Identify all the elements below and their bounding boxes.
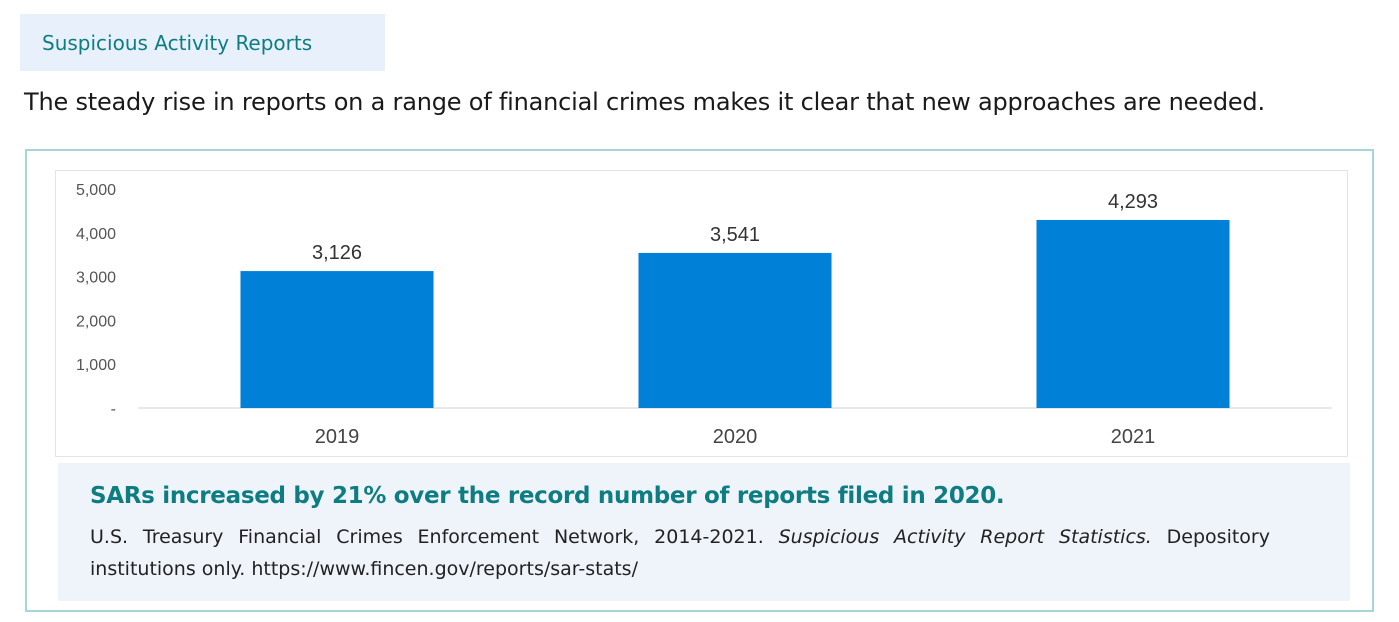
y-tick-label: 3,000 [76,270,116,287]
section-tag: Suspicious Activity Reports [20,14,385,71]
source-prefix: U.S. Treasury Financial Crimes Enforceme… [90,526,779,548]
y-tick-label: 5,000 [76,182,116,199]
bar [1036,219,1230,408]
source-suffix: Depository institutions only. https://ww… [90,526,1270,580]
bar [638,252,832,408]
section-tag-label: Suspicious Activity Reports [42,31,313,55]
x-tick-label: 2020 [713,426,758,448]
intro-text: The steady rise in reports on a range of… [24,88,1265,116]
caption-panel: SARs increased by 21% over the record nu… [58,463,1350,601]
bar-value-label: 3,126 [312,242,362,264]
y-tick-label: 1,000 [76,357,116,374]
y-tick-label: - [111,401,116,418]
bar [240,271,434,408]
x-tick-label: 2019 [315,426,360,448]
caption-headline: SARs increased by 21% over the record nu… [90,483,1005,509]
bar-value-label: 3,541 [710,224,760,246]
y-tick-label: 4,000 [76,226,116,243]
bar-value-label: 4,293 [1108,191,1158,213]
source-title: Suspicious Activity Report Statistics. [778,526,1152,548]
caption-source: U.S. Treasury Financial Crimes Enforceme… [90,521,1270,585]
y-tick-label: 2,000 [76,313,116,330]
chart-svg: - 1,000 2,000 3,000 4,000 5,000 3,126 2019 3,541… [76,182,1332,448]
x-tick-label: 2021 [1111,426,1156,448]
bar-chart: - 1,000 2,000 3,000 4,000 5,000 3,126 2019 3,541… [55,170,1348,457]
